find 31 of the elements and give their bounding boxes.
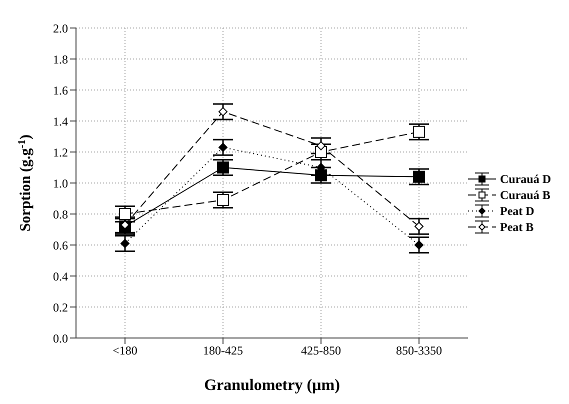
x-axis-title: Granulometry (µm) [204,377,340,394]
point [217,194,229,206]
y-tick-label: 1.0 [53,176,68,190]
y-tick-label: 1.4 [53,114,68,128]
point [413,170,425,183]
y-tick-label: 0.0 [53,331,68,346]
point [218,142,228,152]
y-tick-label: 0.4 [53,269,68,284]
point [218,107,228,116]
legend-label: Peat B [500,220,534,234]
y-tick-label: 1.8 [53,52,68,66]
point [414,222,424,231]
y-tick-label: 0.6 [53,238,68,252]
point [315,169,327,182]
point [217,162,229,174]
y-tick-label: 1.6 [53,83,68,98]
x-tick-label: <180 [112,344,138,358]
point [316,141,326,150]
x-tick-label: 425-850 [301,344,341,358]
point [414,240,424,250]
y-tick-label: 2.0 [53,21,68,36]
legend-label: Curauá B [500,188,550,202]
y-tick-label: 0.8 [53,207,68,222]
x-tick-label: 850-3350 [396,344,442,358]
legend-label: Curauá D [500,172,552,186]
y-tick-label: 1.2 [53,145,68,160]
y-tick-label: 0.2 [53,300,68,314]
x-tick-label: 180-425 [203,344,243,358]
point [413,126,425,138]
legend-label: Peat D [500,204,534,218]
point [120,238,130,248]
